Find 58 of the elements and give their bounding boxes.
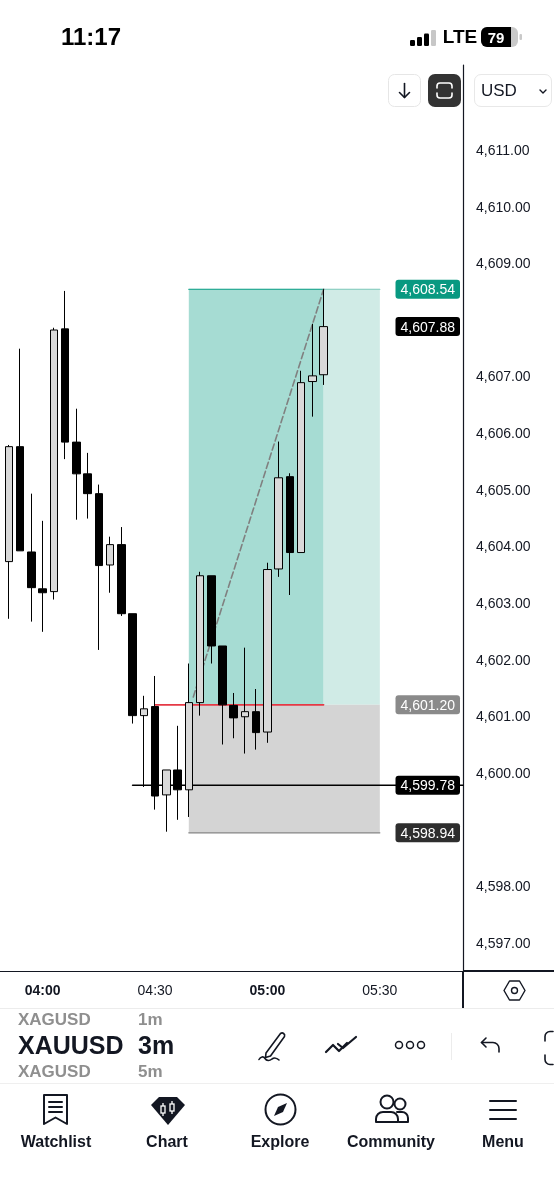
candlestick	[117, 526, 126, 617]
annotation: 4,599.78	[400, 777, 456, 794]
candlestick	[83, 452, 92, 520]
text: Chart	[146, 1133, 188, 1151]
text: Menu	[482, 1133, 524, 1151]
text: Community	[347, 1133, 435, 1151]
candlestick	[252, 688, 260, 751]
candlestick	[297, 370, 305, 554]
text: 79	[487, 28, 505, 46]
x-tick-label: 04:00	[24, 982, 61, 998]
candlestick	[207, 575, 216, 665]
candlestick	[27, 493, 36, 623]
y-tick-label: 4,601.00	[476, 708, 531, 725]
annotation: 4,598.94	[400, 824, 456, 841]
text: LTE	[442, 25, 478, 48]
text: XAGUSD	[18, 1009, 91, 1030]
candlestick	[286, 472, 294, 596]
candlestick	[274, 441, 283, 578]
candlestick	[38, 520, 47, 633]
annotation: 4,601.20	[400, 696, 456, 713]
text: 11:17	[60, 22, 122, 51]
candlestick	[319, 288, 328, 386]
annotation: 4,608.54	[400, 281, 456, 298]
text: 5m	[138, 1061, 163, 1082]
text: Watchlist	[20, 1133, 92, 1151]
y-tick-label: 4,603.00	[476, 594, 531, 611]
candlestick	[218, 645, 227, 745]
candlestick	[72, 408, 81, 521]
y-tick-label: 4,609.00	[476, 255, 531, 272]
candlestick	[95, 484, 103, 651]
y-tick-label: 4,597.00	[476, 934, 531, 951]
y-tick-label: 4,600.00	[476, 764, 531, 781]
text: 1m	[138, 1009, 163, 1030]
y-tick-label: 4,605.00	[476, 481, 531, 498]
y-tick-label: 4,598.00	[476, 878, 531, 895]
annotation: 4,607.88	[400, 318, 456, 335]
candlestick	[106, 536, 114, 594]
text: XAUUSD	[18, 1031, 124, 1060]
candlestick	[5, 444, 13, 620]
text: Explore	[250, 1133, 310, 1151]
candlestick	[61, 290, 69, 460]
x-tick-label: 04:30	[137, 982, 173, 998]
y-tick-label: 4,607.00	[476, 368, 531, 385]
x-tick-label: 05:00	[249, 982, 286, 998]
text: 3m	[138, 1031, 175, 1060]
text: XAGUSD	[18, 1061, 91, 1082]
y-tick-label: 4,610.00	[476, 198, 531, 215]
y-tick-label: 4,604.00	[476, 538, 531, 555]
candlestick	[308, 323, 317, 418]
candlestick	[229, 692, 238, 739]
candlestick	[50, 327, 58, 601]
x-tick-label: 05:30	[362, 982, 398, 998]
text: USD	[481, 80, 517, 101]
candlestick	[128, 613, 137, 725]
candlestick	[16, 348, 24, 552]
y-tick-label: 4,606.00	[476, 425, 531, 442]
y-tick-label: 4,611.00	[476, 141, 530, 158]
y-tick-label: 4,602.00	[476, 651, 531, 668]
